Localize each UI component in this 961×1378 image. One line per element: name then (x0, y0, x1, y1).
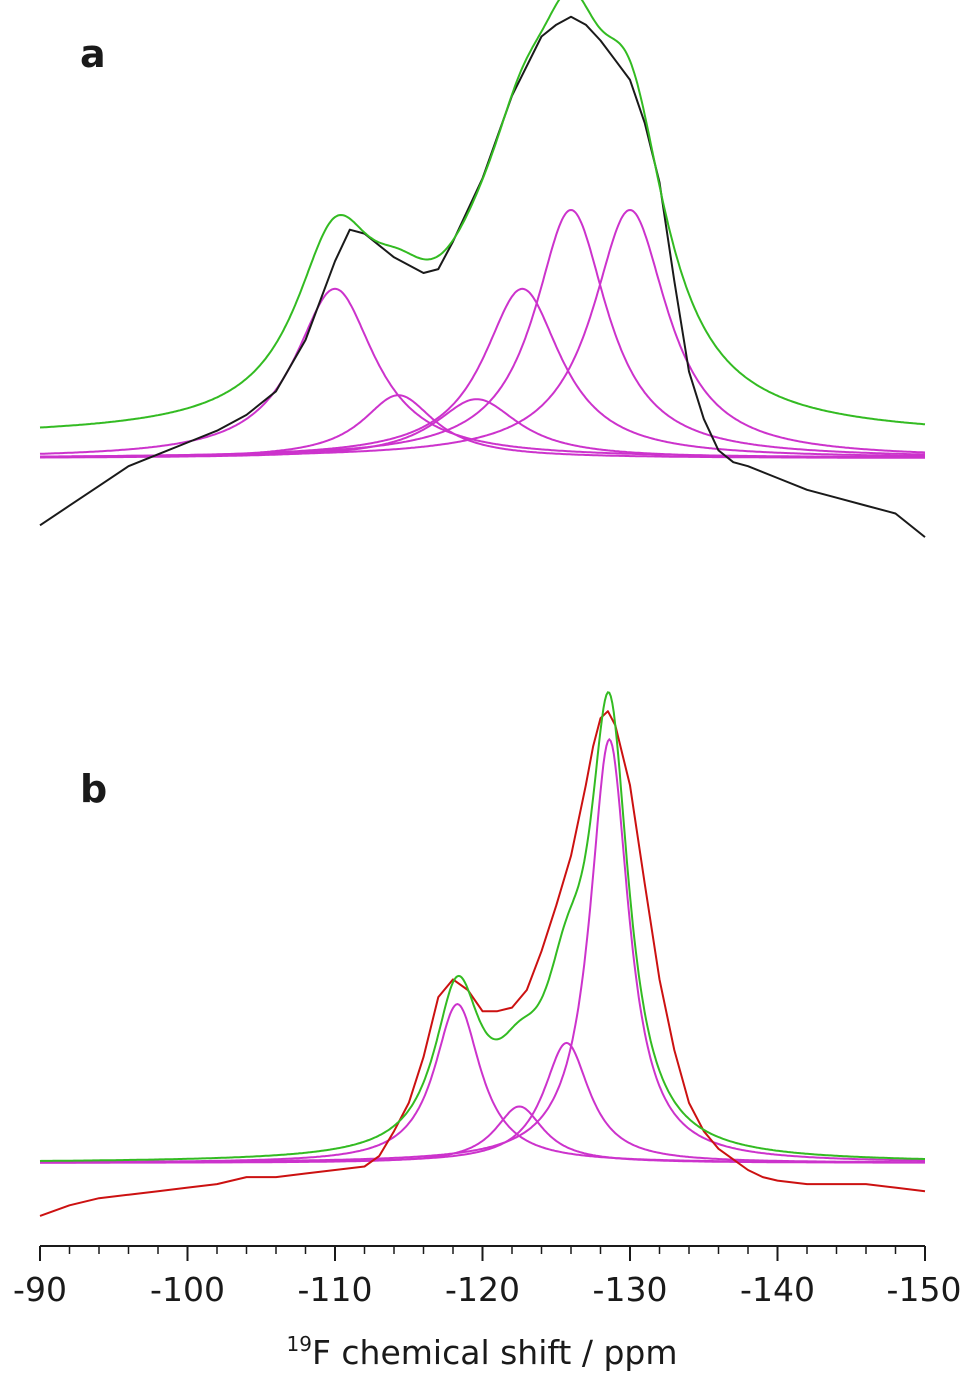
x-tick-label: -130 (593, 1270, 668, 1309)
panel-b-label: b (80, 767, 107, 811)
panel-a-fit-component-1 (39, 287, 925, 459)
x-tick-label: -120 (445, 1270, 520, 1309)
panel-b-experimental-spectrum (39, 710, 926, 1217)
x-tick-label: -150 (887, 1270, 961, 1309)
x-tick-label: -110 (298, 1270, 373, 1309)
panel-b-fit-component-3 (40, 1041, 925, 1164)
x-tick-label: -100 (150, 1270, 225, 1309)
x-axis-title: 19F chemical shift / ppm (286, 1332, 677, 1372)
x-axis-ticks: -90 -100 -110 -120 -130 -140 -150 (13, 1246, 961, 1309)
panel-a-label: a (80, 32, 106, 76)
panel-b-fit-component-2 (40, 1105, 925, 1164)
panel-a-fit-sum (39, 0, 926, 429)
x-tick-label: -90 (13, 1270, 67, 1309)
panel-a-fit-component-6 (40, 208, 926, 458)
panel-b-fit-sum (39, 691, 925, 1162)
panel-b-fit-component-4 (40, 737, 925, 1164)
x-axis-title-superscript: 19 (286, 1332, 311, 1356)
panel-a-plot (39, 0, 926, 538)
x-axis: -90 -100 -110 -120 -130 -140 -150 (13, 1245, 961, 1309)
x-tick-label: -140 (740, 1270, 815, 1309)
panel-a-fit-component-4 (40, 287, 925, 458)
panel-a-fit-component-5 (40, 208, 926, 458)
panel-a-experimental-spectrum (39, 15, 926, 538)
x-axis-title-text: F chemical shift / ppm (312, 1333, 678, 1372)
panel-b-plot (39, 691, 926, 1217)
